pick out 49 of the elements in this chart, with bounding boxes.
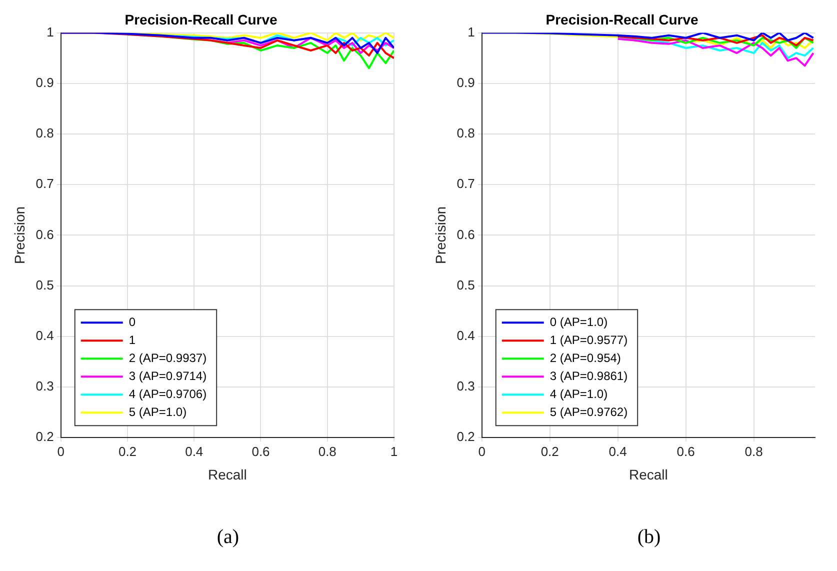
x-tick-label: 0.6 [252, 444, 270, 459]
legend-label: 4 (AP=0.9706) [128, 386, 207, 401]
y-tick-label: 0.2 [36, 429, 54, 444]
chart-title: Precision-Recall Curve [124, 11, 278, 28]
x-tick-label: 0 [57, 444, 64, 459]
x-axis-title: Recall [208, 466, 247, 482]
x-tick-label: 0.4 [608, 444, 627, 459]
y-tick-label: 1 [46, 24, 54, 40]
y-tick-label: 0.9 [36, 74, 54, 90]
y-tick-label: 0.2 [456, 429, 475, 444]
legend-label: 0 (AP=1.0) [550, 314, 608, 329]
x-axis-title: Recall [628, 466, 668, 482]
x-tick-label: 0.6 [676, 444, 695, 459]
y-tick-label: 0.9 [456, 74, 475, 90]
text: (b) [636, 526, 662, 549]
legend-label: 0 [128, 314, 136, 329]
x-tick-label: 0.2 [118, 444, 137, 459]
y-tick-label: 0.3 [456, 378, 475, 394]
y-tick-label: 0.7 [36, 176, 54, 192]
legend-label: 4 (AP=1.0) [550, 386, 608, 401]
x-tick-label: 0.8 [744, 444, 763, 459]
x-tick-label: 0.2 [540, 444, 559, 459]
x-tick-label: 0.8 [318, 444, 336, 459]
x-tick-label: 1 [390, 444, 398, 459]
y-tick-label: 0.6 [36, 226, 54, 242]
y-tick-label: 0.7 [456, 176, 475, 192]
y-axis-title: Precision [432, 206, 448, 264]
legend-label: 5 (AP=0.9762) [550, 404, 628, 419]
y-tick-label: 0.3 [36, 378, 54, 394]
y-tick-label: 0.6 [456, 226, 475, 242]
legend-label: 2 (AP=0.9937) [128, 350, 207, 365]
chart-title: Precision-Recall Curve [546, 11, 698, 28]
y-tick-label: 0.4 [456, 328, 475, 343]
legend-label: 3 (AP=0.9714) [128, 368, 207, 383]
y-tick-label: 0.4 [36, 328, 54, 343]
legend-label: 3 (AP=0.9861) [550, 368, 628, 383]
legend-label: 1 (AP=0.9577) [550, 332, 628, 347]
y-tick-label: 0.5 [456, 277, 475, 292]
legend-label: 2 (AP=0.954) [550, 350, 621, 365]
legend-label: 5 (AP=1.0) [128, 404, 187, 419]
x-tick-label: 0.4 [185, 444, 204, 459]
y-tick-label: 0.8 [456, 126, 475, 141]
text: (a) [216, 526, 240, 549]
y-axis-title: Precision [11, 206, 28, 264]
x-tick-label: 0 [478, 444, 486, 459]
y-tick-label: 0.5 [36, 277, 54, 292]
legend-label: 1 [128, 332, 136, 347]
y-tick-label: 0.8 [36, 126, 54, 141]
y-tick-label: 1 [468, 24, 475, 40]
